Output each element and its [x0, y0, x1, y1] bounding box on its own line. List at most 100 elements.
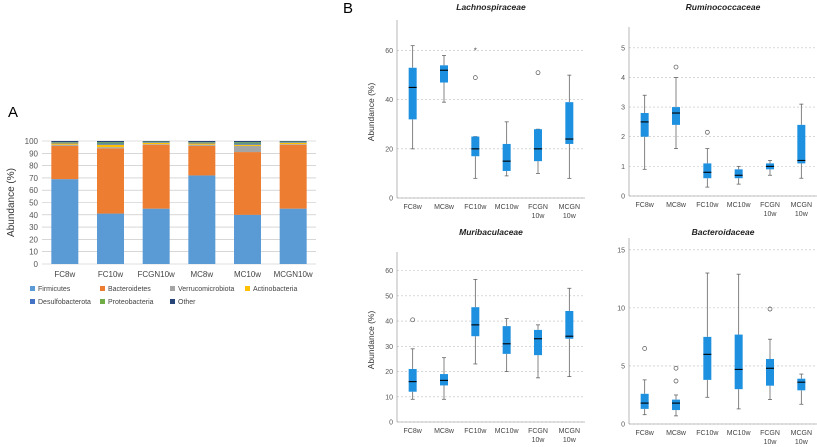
x-tick-label-mcgn-10w-line1: MCGN	[559, 428, 580, 435]
y-tick-label-0: 0	[34, 260, 39, 269]
legend-label-desulfobacterota: Desulfobacterota	[38, 299, 91, 306]
x-tick-label-fcgn-10w-line2: 10w	[532, 213, 546, 220]
x-tick-label-fcgn-10w-line2: 10w	[532, 437, 546, 444]
x-tick-label-mc10w: MC10w	[234, 270, 261, 279]
bar-mc10w-actinobacteria	[234, 144, 261, 146]
x-tick-label-mc10w: MC10w	[495, 428, 520, 435]
y-tick-label-4: 4	[621, 75, 625, 82]
outlier-mc8w-0	[673, 64, 679, 70]
x-tick-label-mcgn-10w-line1: MCGN	[791, 202, 812, 209]
y-tick-label-0: 0	[621, 194, 625, 201]
bar-fc8w-proteobacteria	[51, 142, 79, 143]
box-fcgn-10w	[534, 329, 542, 356]
stacked-bar-chart: 0 10 20 30 40 50 60 70 80 90 100 Abundance (%) FC8w F…	[6, 137, 316, 306]
legend-swatch-other	[170, 299, 175, 304]
box-fcgn-10w	[766, 358, 774, 386]
box-mcgn-10w	[797, 124, 806, 164]
x-tick-label-fcgn-10w-line1: FCGN	[528, 204, 548, 211]
bar-fc8w-bacteroidetes	[51, 145, 79, 180]
x-tick-label-fcgn-10w-line2: 10w	[764, 439, 778, 446]
x-tick-label-mc10w: MC10w	[495, 204, 520, 211]
x-tick-label-fcgn10w: FCGN10w	[137, 270, 175, 279]
bar-mcgn10w-verrucomicrobiota	[279, 144, 307, 145]
box-mc8w	[672, 107, 680, 125]
bar-mc8w-other	[188, 141, 216, 143]
box-mcgn-10w	[797, 378, 806, 391]
y-tick-label-2: 2	[621, 134, 625, 141]
bar-fc8w-other	[51, 141, 79, 143]
legend-label-actinobacteria: Actinobacteria	[253, 286, 297, 293]
bar-fc10w-actinobacteria	[97, 144, 124, 148]
x-tick-label-fc10w: FC10w	[98, 270, 124, 279]
box-fc8w	[408, 369, 417, 392]
bar-mcgn10w-firmicutes	[279, 208, 307, 264]
bar-mc10w-desulfobacterota	[234, 143, 261, 145]
y-tick-label-90: 90	[29, 149, 38, 158]
x-tick-label-mcgn-10w-line1: MCGN	[791, 430, 812, 437]
outlier-fc8w-0	[410, 317, 416, 323]
legend-label-proteobacteria: Proteobacteria	[108, 299, 154, 306]
panel-label-a: A	[8, 104, 18, 121]
y-tick-label-50: 50	[385, 293, 393, 300]
legend-label-firmicutes: Firmicutes	[38, 286, 71, 293]
boxplot-lachnospiraceae: Lachnospiraceae 0 20 40 60 Abundance (%) FC8w M…	[366, 2, 585, 220]
y-tick-label-30: 30	[385, 344, 393, 351]
legend-swatch-actinobacteria	[245, 286, 250, 291]
y-tick-label-20: 20	[385, 146, 393, 153]
box-mc8w	[440, 65, 448, 83]
x-tick-label-fcgn-10w-line2: 10w	[764, 211, 778, 218]
x-tick-label-fcgn-10w-line1: FCGN	[760, 430, 780, 437]
box-mcgn-10w	[565, 310, 574, 339]
y-axis-label: Abundance (%)	[6, 168, 17, 237]
x-tick-label-mcgn-10w-line2: 10w	[795, 439, 809, 446]
x-tick-label-mcgn-10w-line1: MCGN	[559, 204, 580, 211]
x-tick-label-mc8w: MC8w	[434, 428, 455, 435]
box-mc8w	[440, 374, 448, 386]
y-tick-label-10: 10	[617, 305, 625, 312]
x-tick-label-mc8w: MC8w	[666, 430, 687, 437]
y-tick-label-0: 0	[389, 420, 393, 427]
y-tick-label-70: 70	[29, 174, 38, 183]
box-fc8w	[640, 113, 649, 137]
outlier-fc10w-0	[472, 75, 478, 80]
box-fc10w	[471, 136, 480, 157]
y-tick-label-3: 3	[621, 105, 625, 112]
outlier-mc8w-0	[673, 378, 679, 384]
bar-fc8w-actinobacteria	[51, 143, 79, 145]
outlier-fc10w-0	[704, 129, 710, 135]
box-fcgn-10w	[534, 129, 542, 162]
bar-fcgn10w-actinobacteria	[142, 142, 170, 145]
outlier-fcgn-10w-0	[767, 306, 773, 312]
bar-fcgn10w-firmicutes	[142, 208, 170, 264]
bar-mcgn10w-other	[279, 141, 307, 142]
y-tick-label-40: 40	[385, 97, 393, 104]
bar-mc8w-desulfobacterota	[188, 142, 216, 144]
x-tick-label-mc10w: MC10w	[727, 202, 752, 209]
y-tick-label-40: 40	[385, 319, 393, 326]
x-tick-label-fc10w: FC10w	[696, 430, 719, 437]
x-tick-label-mc8w: MC8w	[190, 270, 213, 279]
y-axis-label: Abundance (%)	[366, 311, 376, 370]
bar-fcgn10w-proteobacteria	[142, 141, 170, 143]
bar-mc10w-bacteroidetes	[234, 152, 261, 215]
y-tick-label-1: 1	[621, 164, 625, 171]
y-tick-label-10: 10	[385, 394, 393, 401]
x-tick-label-fc8w: FC8w	[404, 204, 423, 211]
y-tick-label-60: 60	[385, 48, 393, 55]
x-tick-label-fcgn-10w-line1: FCGN	[528, 428, 548, 435]
box-mc8w	[672, 399, 680, 411]
y-tick-label-60: 60	[29, 186, 38, 195]
x-tick-label-mc10w: MC10w	[727, 430, 752, 437]
x-tick-label-fc8w: FC8w	[636, 202, 655, 209]
y-tick-label-40: 40	[29, 211, 38, 220]
x-tick-label-fcgn-10w-line1: FCGN	[760, 202, 780, 209]
x-tick-label-mcgn-10w-line2: 10w	[563, 437, 577, 444]
chart-title: Lachnospiraceae	[456, 2, 526, 12]
bar-mcgn10w-proteobacteria	[279, 141, 307, 143]
outlier-fcgn-10w-0	[535, 70, 541, 76]
extreme-fc10w-0: *	[474, 47, 477, 56]
bar-mcgn10w-bacteroidetes	[279, 144, 307, 209]
bar-mc8w-verrucomicrobiota	[188, 144, 216, 146]
box-fc10w	[471, 307, 480, 337]
bar-fc8w-desulfobacterota	[51, 142, 79, 144]
